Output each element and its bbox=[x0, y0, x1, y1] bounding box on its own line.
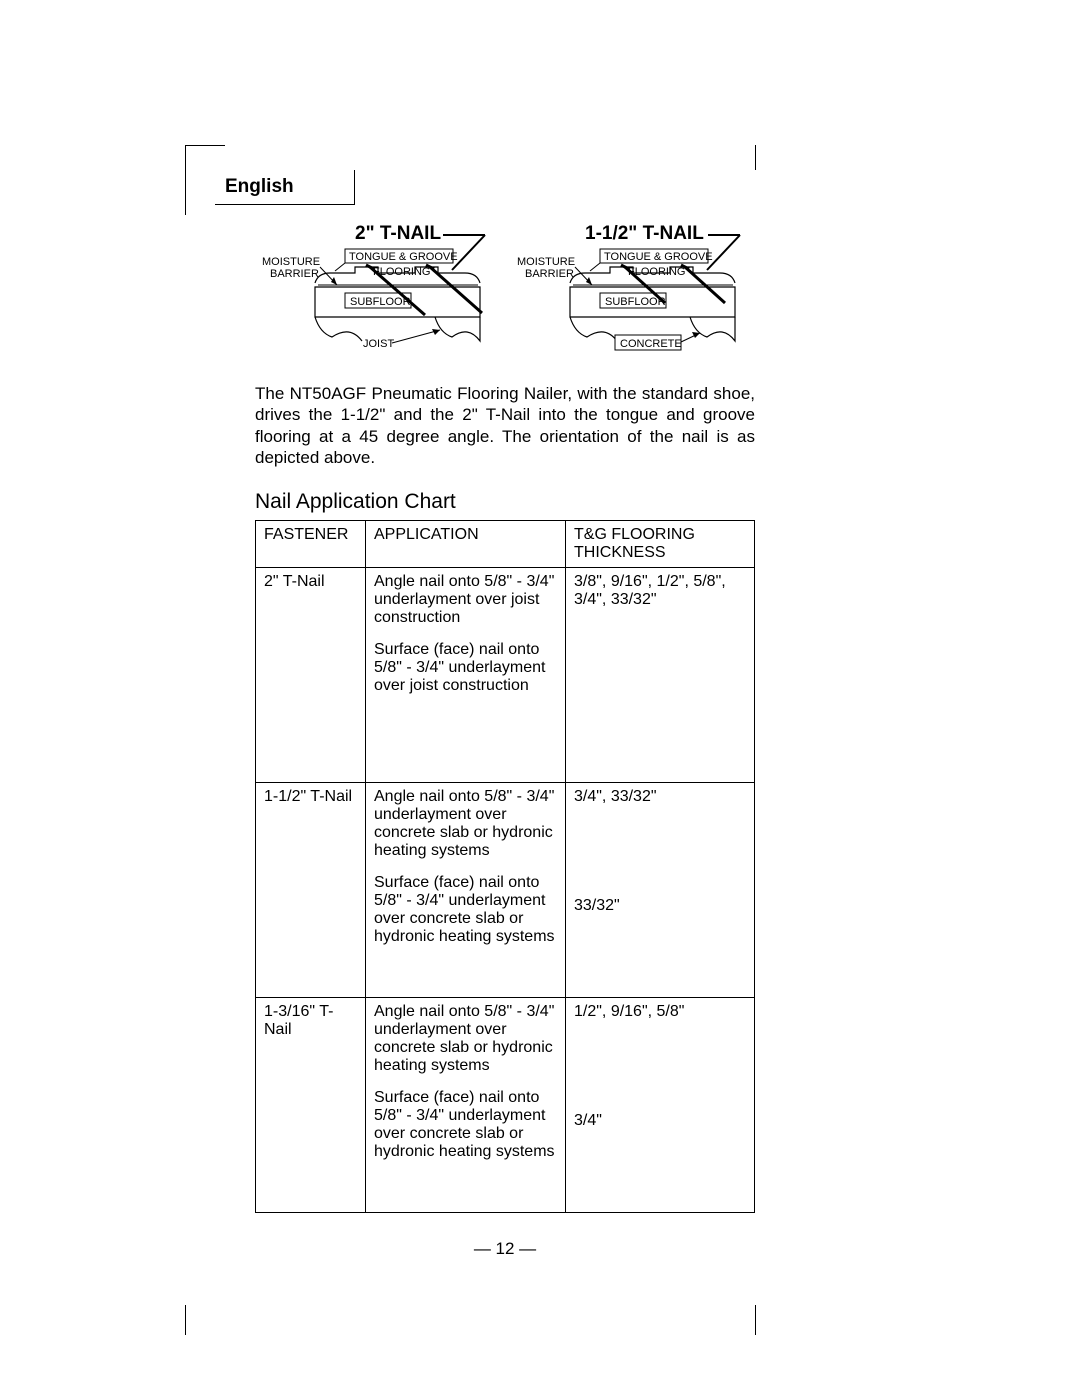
table-row: 2" T-NailAngle nail onto 5/8" - 3/4" und… bbox=[256, 568, 755, 783]
intro-paragraph: The NT50AGF Pneumatic Flooring Nailer, w… bbox=[255, 383, 755, 468]
table-row: 1-3/16" T-NailAngle nail onto 5/8" - 3/4… bbox=[256, 998, 755, 1213]
svg-text:CONCRETE: CONCRETE bbox=[620, 338, 682, 350]
cell-thickness: 3/4", 33/32"33/32" bbox=[566, 783, 755, 998]
cell-application: Angle nail onto 5/8" - 3/4" underlayment… bbox=[366, 568, 566, 783]
diagram-1-1-2in: 1-1/2" T-NAIL MOISTURE BARRIER TONGUE & … bbox=[515, 225, 750, 375]
col-thickness: T&G FLOORING THICKNESS bbox=[566, 521, 755, 568]
diagram-1-1-2in-svg: 1-1/2" T-NAIL MOISTURE BARRIER TONGUE & … bbox=[515, 225, 750, 375]
svg-text:TONGUE & GROOVE: TONGUE & GROOVE bbox=[604, 251, 713, 263]
svg-text:MOISTURE: MOISTURE bbox=[262, 256, 320, 268]
cell-thickness: 3/8", 9/16", 1/2", 5/8", 3/4", 33/32" bbox=[566, 568, 755, 783]
svg-text:MOISTURE: MOISTURE bbox=[517, 256, 575, 268]
diagram-2in-svg: 2" T-NAIL MOISTURE BARRIER TONGUE & GROO… bbox=[260, 225, 495, 375]
cell-fastener: 1-3/16" T-Nail bbox=[256, 998, 366, 1213]
crop-mark-bottom-right bbox=[755, 1305, 756, 1335]
svg-text:SUBFLOOR: SUBFLOOR bbox=[350, 296, 411, 308]
page-content: 2" T-NAIL MOISTURE BARRIER TONGUE & GROO… bbox=[255, 225, 755, 1259]
language-label: English bbox=[215, 170, 355, 205]
dia-title-left: 2" T-NAIL bbox=[355, 225, 441, 244]
col-fastener: FASTENER bbox=[256, 521, 366, 568]
svg-text:SUBFLOOR: SUBFLOOR bbox=[605, 296, 666, 308]
cell-application: Angle nail onto 5/8" - 3/4" underlayment… bbox=[366, 783, 566, 998]
cell-fastener: 2" T-Nail bbox=[256, 568, 366, 783]
section-heading: Nail Application Chart bbox=[255, 490, 755, 514]
crop-mark-bottom-left bbox=[185, 1305, 186, 1335]
cell-application: Angle nail onto 5/8" - 3/4" underlayment… bbox=[366, 998, 566, 1213]
svg-text:JOIST: JOIST bbox=[363, 338, 394, 350]
svg-text:BARRIER: BARRIER bbox=[270, 268, 319, 280]
diagram-2in: 2" T-NAIL MOISTURE BARRIER TONGUE & GROO… bbox=[260, 225, 495, 375]
cell-thickness: 1/2", 9/16", 5/8"3/4" bbox=[566, 998, 755, 1213]
dia-title-right: 1-1/2" T-NAIL bbox=[585, 225, 704, 244]
page-number: — 12 — bbox=[255, 1239, 755, 1259]
table-row: 1-1/2" T-NailAngle nail onto 5/8" - 3/4"… bbox=[256, 783, 755, 998]
crop-mark-top-right bbox=[755, 145, 756, 170]
diagram-row: 2" T-NAIL MOISTURE BARRIER TONGUE & GROO… bbox=[255, 225, 755, 375]
cell-fastener: 1-1/2" T-Nail bbox=[256, 783, 366, 998]
col-application: APPLICATION bbox=[366, 521, 566, 568]
svg-text:TONGUE & GROOVE: TONGUE & GROOVE bbox=[349, 251, 458, 263]
nail-application-table: FASTENER APPLICATION T&G FLOORING THICKN… bbox=[255, 520, 755, 1213]
svg-text:BARRIER: BARRIER bbox=[525, 268, 574, 280]
